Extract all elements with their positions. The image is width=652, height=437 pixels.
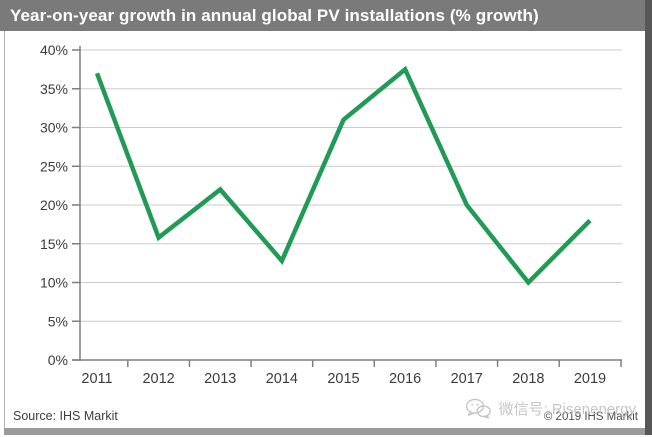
svg-text:2017: 2017 xyxy=(451,371,483,387)
svg-text:30%: 30% xyxy=(40,120,68,136)
copyright-note: © 2019 IHS Markit xyxy=(543,411,638,423)
svg-text:40%: 40% xyxy=(40,42,68,58)
gridlines xyxy=(80,49,622,322)
svg-text:15%: 15% xyxy=(40,236,68,252)
svg-text:2012: 2012 xyxy=(142,371,174,387)
svg-text:2019: 2019 xyxy=(574,371,606,387)
axes xyxy=(72,46,622,361)
svg-text:2018: 2018 xyxy=(512,371,544,387)
panel-bottom-shadow xyxy=(4,428,646,435)
svg-text:0%: 0% xyxy=(48,352,68,368)
panel-left-border xyxy=(4,31,5,428)
svg-text:2011: 2011 xyxy=(81,371,112,387)
svg-text:2016: 2016 xyxy=(389,371,421,387)
svg-text:35%: 35% xyxy=(40,81,68,97)
source-note: Source: IHS Markit xyxy=(13,409,118,423)
svg-text:2014: 2014 xyxy=(266,371,298,387)
panel-right-shadow xyxy=(645,0,652,435)
svg-text:25%: 25% xyxy=(40,158,68,174)
svg-text:2015: 2015 xyxy=(327,371,359,387)
svg-text:5%: 5% xyxy=(48,313,68,329)
svg-text:2013: 2013 xyxy=(204,371,236,387)
y-axis-labels: 0% 5% 10% 15% 20% 25% 30% 35% 40% xyxy=(40,42,80,368)
svg-text:20%: 20% xyxy=(40,197,68,213)
chart-title-bar: Year-on-year growth in annual global PV … xyxy=(0,0,652,31)
svg-text:10%: 10% xyxy=(40,275,68,291)
growth-line-series xyxy=(94,65,592,286)
chart-title: Year-on-year growth in annual global PV … xyxy=(10,5,539,25)
x-axis-labels: 2011 2012 2013 2014 2015 2016 2017 2018 2019 xyxy=(81,360,622,387)
